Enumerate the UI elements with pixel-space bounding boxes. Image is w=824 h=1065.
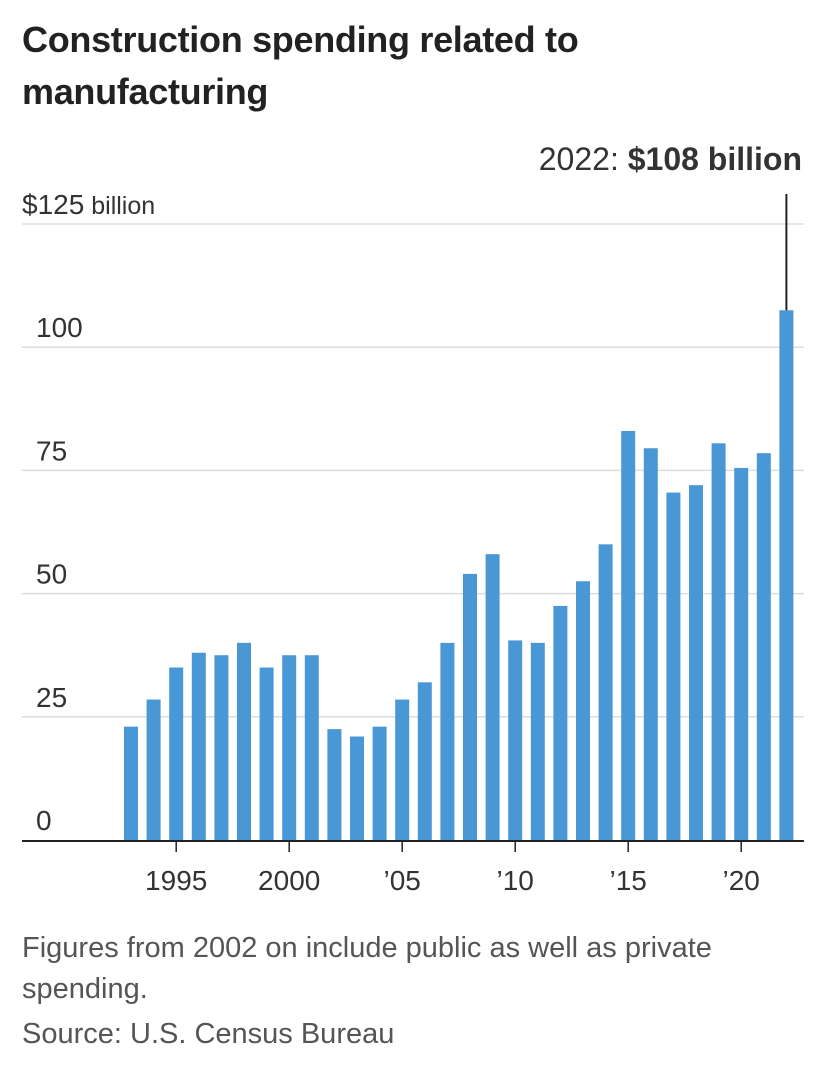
- annotation: 2022: $108 billion: [539, 141, 802, 311]
- y-tick-label-50: 50: [36, 559, 67, 590]
- bar-chart: 0 25 50 75 100 $125 billion 1995 2000 ’05 ’10 ’15…: [22, 141, 804, 896]
- bar-2014: [598, 544, 613, 840]
- bar-2001: [304, 655, 319, 840]
- annotation-label: 2022: $108 billion: [539, 141, 802, 177]
- bar-2022: [779, 310, 794, 840]
- bar-1994: [146, 699, 161, 840]
- bar-2012: [553, 605, 568, 840]
- bar-2021: [756, 453, 771, 840]
- y-tick-label-0: 0: [36, 805, 52, 836]
- bar-2009: [485, 554, 500, 840]
- bar-2006: [417, 682, 432, 840]
- bar-2008: [463, 573, 477, 840]
- x-tick-label-2010: ’10: [497, 865, 534, 896]
- bar-2018: [689, 485, 703, 840]
- x-tick-label-2015: ’15: [610, 865, 647, 896]
- y-tick-label-125: $125 billion: [22, 189, 155, 220]
- chart-title: Construction spending related to manufac…: [22, 19, 579, 112]
- bar-2005: [395, 699, 410, 840]
- y-tick-label-75: 75: [36, 435, 67, 466]
- bar-2007: [440, 642, 455, 840]
- y-tick-label-100: 100: [36, 312, 83, 343]
- bar-1995: [169, 667, 184, 840]
- bar-2000: [282, 655, 297, 840]
- x-tick-label-2000: 2000: [258, 865, 320, 896]
- bar-2004: [372, 726, 387, 840]
- bar-1999: [259, 667, 274, 840]
- bar-1993: [124, 726, 138, 840]
- bars: [124, 310, 794, 840]
- source-note: Source: U.S. Census Bureau: [22, 1018, 395, 1050]
- bar-2002: [327, 729, 342, 840]
- x-tick-label-2020: ’20: [723, 865, 760, 896]
- footnote: Figures from 2002 on include public as w…: [22, 932, 712, 1005]
- y-tick-label-25: 25: [36, 682, 67, 713]
- x-axis-labels: 1995 2000 ’05 ’10 ’15 ’20: [145, 842, 760, 896]
- y-axis-labels: 0 25 50 75 100 $125 billion: [22, 189, 155, 836]
- bar-1996: [191, 652, 206, 840]
- bar-2015: [621, 430, 636, 840]
- bar-2016: [643, 448, 658, 840]
- bar-1998: [237, 642, 251, 840]
- bar-2011: [530, 642, 545, 840]
- gridlines: [22, 223, 804, 718]
- x-tick-label-2005: ’05: [384, 865, 421, 896]
- bar-2010: [508, 640, 523, 840]
- bar-2003: [350, 736, 364, 840]
- bar-1997: [214, 655, 229, 840]
- bar-2013: [576, 581, 590, 840]
- bar-2017: [666, 492, 681, 840]
- bar-2019: [711, 443, 726, 840]
- x-tick-label-1995: 1995: [145, 865, 207, 896]
- bar-2020: [734, 467, 749, 840]
